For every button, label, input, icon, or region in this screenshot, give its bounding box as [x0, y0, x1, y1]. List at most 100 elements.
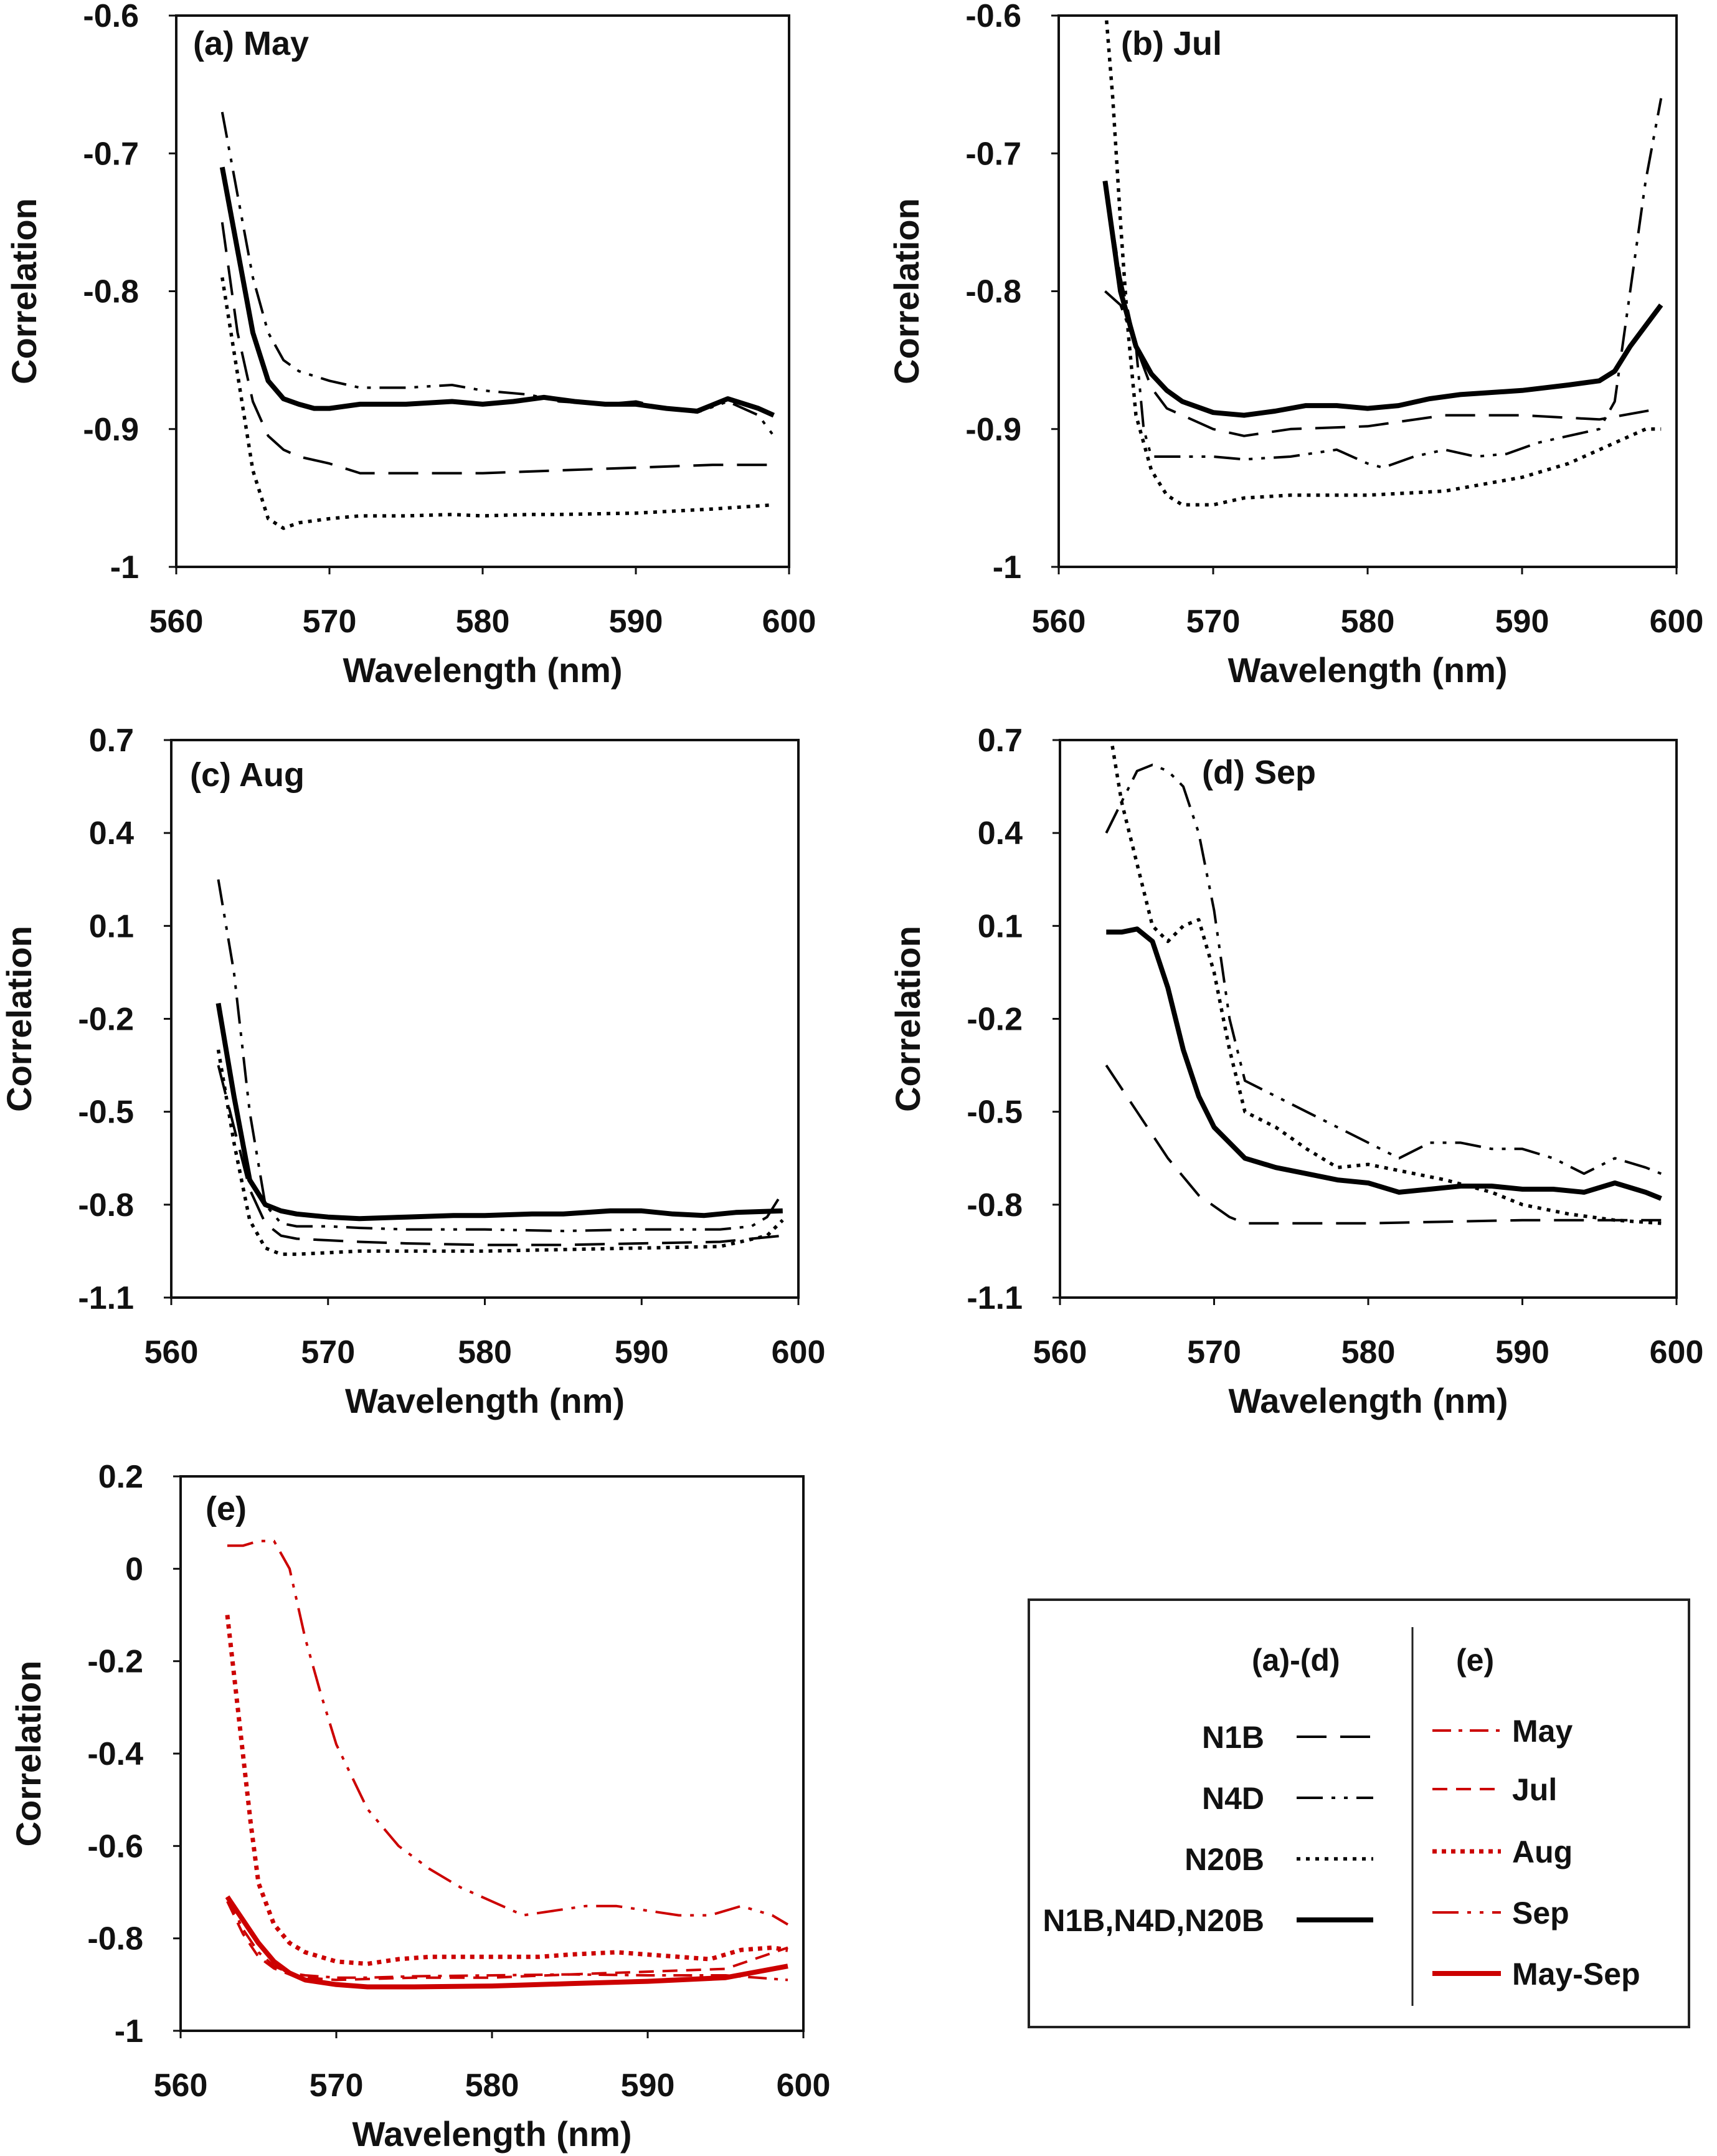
y-tick-label: -0.9	[965, 412, 1021, 448]
series-line-n20b	[216, 1049, 784, 1256]
series-line-n1b-n4d-n20b	[215, 1002, 783, 1222]
legend-label-may-sep: May-Sep	[1512, 1957, 1640, 1992]
x-tick-label: 560	[1033, 1334, 1087, 1370]
series-line-n1b	[217, 1065, 783, 1247]
x-tick-label: 600	[1650, 1334, 1704, 1370]
series-line-n4d	[217, 879, 784, 1233]
y-tick-label: -1	[115, 2013, 143, 2049]
y-tick-label: -0.9	[83, 412, 139, 448]
legend: (a)-(d) (e) N1B N4D N20B N1B,N4D,N20B May Jul…	[1028, 1598, 1690, 2028]
legend-label-n1b-n4d-n20b: N1B,N4D,N20B	[1043, 1903, 1264, 1938]
x-tick-label: 600	[777, 2068, 831, 2104]
legend-label-n1b: N1B	[1202, 1720, 1264, 1755]
x-tick-label: 580	[1341, 1334, 1396, 1370]
x-tick-label: 560	[149, 604, 204, 640]
panel-b: 560 570 580 590 600 -1 -0.9 -0.8 -0.7 -0.6 Wavelen…	[887, 0, 1703, 690]
y-tick-label: -1.1	[967, 1280, 1023, 1316]
panel-c: 560 570 580 590 600 -1.1 -0.8 -0.5 -0.2 0.1 0.4 0.7…	[0, 723, 825, 1420]
series-line-n1b	[1105, 1064, 1662, 1225]
y-axis-label: Correlation	[888, 926, 927, 1112]
y-tick-label: -0.6	[965, 0, 1021, 34]
y-tick-label: 0.1	[89, 908, 134, 944]
legend-header-ad: (a)-(d)	[1252, 1643, 1340, 1678]
y-tick-label: -0.8	[965, 274, 1021, 310]
y-tick-label: 0.7	[89, 723, 134, 759]
y-tick-label: -0.6	[87, 1828, 143, 1864]
x-axis-label: Wavelength (nm)	[345, 1381, 625, 1420]
x-tick-label: 560	[144, 1334, 199, 1370]
series-line-n1b-n4d-n20b	[1106, 926, 1662, 1201]
x-tick-label: 600	[1650, 604, 1704, 640]
x-tick-label: 580	[1341, 604, 1395, 640]
y-tick-label: 0.4	[978, 815, 1023, 852]
x-tick-label: 590	[1495, 1334, 1549, 1370]
y-tick-label: -0.8	[87, 1921, 143, 1957]
y-tick-label: -0.2	[78, 1002, 134, 1038]
x-tick-label: 560	[1032, 604, 1086, 640]
series-line-may-sep	[225, 1895, 788, 1990]
x-tick-label: 560	[154, 2068, 208, 2104]
y-tick-label: 0.7	[978, 723, 1023, 759]
x-tick-label: 570	[310, 2068, 364, 2104]
legend-label-may: May	[1512, 1714, 1573, 1749]
legend-header-e: (e)	[1456, 1643, 1494, 1678]
y-tick-label: -0.5	[967, 1095, 1023, 1131]
series-line-n20b	[220, 277, 774, 530]
y-tick-label: -1	[993, 549, 1021, 586]
series-line-aug	[225, 1615, 788, 1966]
y-tick-label: -0.7	[965, 136, 1021, 172]
x-tick-label: 590	[609, 604, 663, 640]
legend-frame	[1028, 1598, 1690, 2028]
y-tick-label: -1.1	[78, 1280, 134, 1316]
series-line-sep	[227, 1539, 789, 1926]
series-line-n1b	[1104, 181, 1662, 437]
panel-d: 560 570 580 590 600 -1.1 -0.8 -0.5 -0.2 0.1 0.4 0.7…	[888, 723, 1704, 1420]
y-axis-label: Correlation	[9, 1661, 48, 1847]
x-axis-label: Wavelength (nm)	[1228, 1381, 1508, 1420]
x-tick-label: 590	[621, 2068, 675, 2104]
legend-label-sep: Sep	[1512, 1896, 1569, 1930]
y-tick-label: -0.2	[967, 1002, 1023, 1038]
legend-label-aug: Aug	[1512, 1835, 1573, 1869]
x-tick-label: 580	[458, 1334, 512, 1370]
panel-title: (e)	[206, 1490, 247, 1527]
y-tick-label: 0	[125, 1551, 143, 1587]
x-tick-label: 570	[303, 604, 357, 640]
y-tick-label: -0.8	[83, 274, 139, 310]
x-axis-label: Wavelength (nm)	[343, 650, 622, 690]
x-tick-label: 580	[465, 2068, 519, 2104]
series-line-n4d	[1105, 763, 1662, 1175]
x-tick-label: 570	[1187, 1334, 1241, 1370]
y-axis-label: Correlation	[887, 198, 926, 384]
legend-items: N1B N4D N20B N1B,N4D,N20B May Jul Aug Sep May-Se…	[1043, 1714, 1640, 1992]
series-line-n4d	[1104, 98, 1663, 469]
plot-frame	[175, 14, 790, 568]
series-line-n1b	[220, 222, 774, 475]
x-tick-label: 580	[456, 604, 510, 640]
plot-frame	[1059, 739, 1678, 1299]
panel-e: 560 570 580 590 600 -1 -0.8 -0.6 -0.4 -0.2 0 0.2 Wav…	[9, 1459, 830, 2154]
y-tick-label: -0.2	[87, 1644, 143, 1680]
x-tick-label: 590	[1495, 604, 1549, 640]
x-axis-label: Wavelength (nm)	[352, 2114, 631, 2154]
y-tick-label: -0.5	[78, 1095, 134, 1131]
plot-frame	[179, 1475, 805, 2032]
y-axis-label: Correlation	[0, 926, 39, 1112]
y-tick-label: -0.4	[87, 1736, 143, 1772]
x-tick-label: 570	[1186, 604, 1241, 640]
series-line-jul	[226, 1901, 788, 1982]
y-tick-label: -1	[110, 549, 139, 586]
panel-a: 560 570 580 590 600 -1 -0.9 -0.8 -0.7 -0.6 Wavelen…	[4, 0, 816, 690]
panel-title: (d) Sep	[1202, 754, 1316, 791]
y-tick-label: 0.1	[978, 908, 1023, 944]
x-tick-label: 600	[772, 1334, 826, 1370]
y-tick-label: 0.2	[98, 1459, 143, 1495]
series-line-n20b	[1109, 740, 1662, 1225]
series-line-n4d	[220, 112, 775, 437]
panel-title: (a) May	[193, 25, 309, 62]
y-axis-label: Correlation	[4, 198, 44, 384]
panel-title: (b) Jul	[1121, 25, 1222, 62]
legend-label-jul: Jul	[1512, 1772, 1557, 1807]
series-line-may	[226, 1896, 788, 1982]
x-axis-label: Wavelength (nm)	[1227, 650, 1507, 690]
